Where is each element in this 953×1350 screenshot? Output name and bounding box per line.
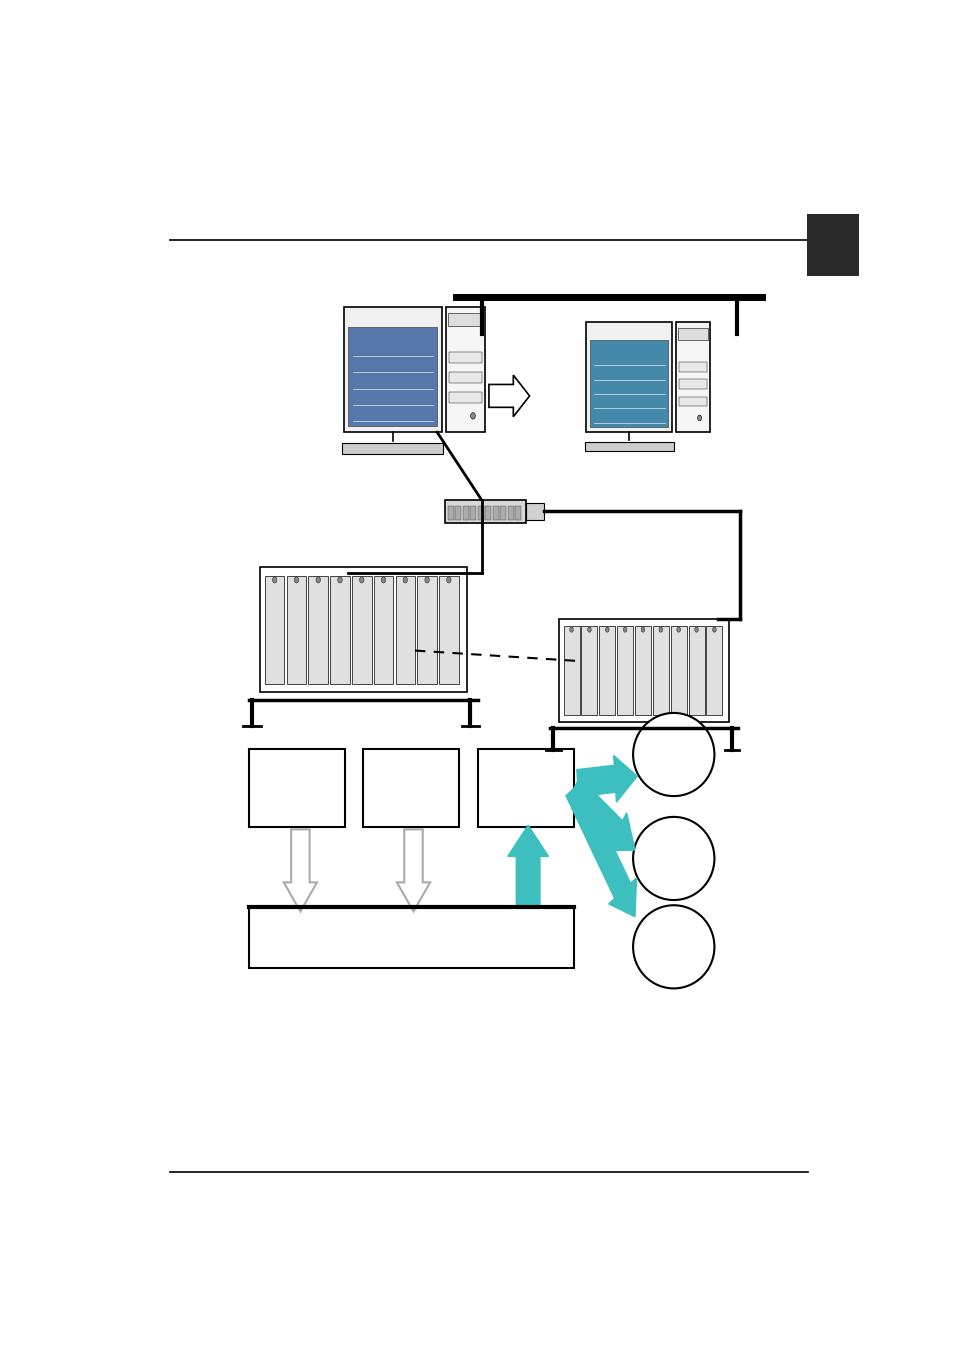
Bar (507, 506, 514, 520)
Bar (449, 373, 481, 383)
Bar (308, 575, 328, 684)
Bar (374, 575, 393, 684)
Bar (558, 620, 728, 722)
Bar (678, 328, 707, 339)
Bar (515, 506, 521, 520)
FancyArrow shape (577, 756, 637, 802)
Ellipse shape (381, 576, 385, 583)
Ellipse shape (569, 626, 573, 632)
Bar (363, 749, 459, 828)
Bar (462, 506, 468, 520)
Ellipse shape (587, 626, 591, 632)
Bar (580, 626, 597, 716)
Bar (249, 907, 574, 968)
Bar (470, 506, 476, 520)
Bar (678, 379, 706, 389)
Bar (688, 626, 704, 716)
Bar (330, 575, 350, 684)
Bar (584, 441, 673, 451)
Ellipse shape (659, 626, 662, 632)
Bar (617, 626, 633, 716)
Ellipse shape (633, 713, 714, 796)
Ellipse shape (622, 626, 626, 632)
Ellipse shape (403, 576, 407, 583)
Bar (635, 626, 650, 716)
Bar (455, 506, 460, 520)
Bar (806, 215, 858, 277)
FancyArrow shape (283, 829, 316, 911)
Bar (598, 626, 615, 716)
Bar (445, 306, 484, 432)
Ellipse shape (337, 576, 342, 583)
Bar (652, 626, 668, 716)
Ellipse shape (470, 413, 475, 418)
Bar (477, 506, 483, 520)
Ellipse shape (359, 576, 364, 583)
Ellipse shape (694, 626, 698, 632)
Bar (259, 567, 466, 693)
Bar (705, 626, 721, 716)
FancyArrow shape (488, 375, 529, 417)
Bar (395, 575, 415, 684)
Bar (449, 352, 481, 363)
Bar (286, 575, 306, 684)
Ellipse shape (712, 626, 716, 632)
Ellipse shape (640, 626, 644, 632)
Ellipse shape (605, 626, 608, 632)
FancyArrow shape (396, 829, 430, 911)
Bar (670, 626, 686, 716)
Bar (342, 443, 443, 454)
Bar (265, 575, 284, 684)
Bar (416, 575, 436, 684)
Bar (675, 323, 709, 432)
Bar (343, 306, 441, 432)
Bar (448, 313, 482, 327)
Bar (444, 500, 525, 522)
Bar (438, 575, 458, 684)
Ellipse shape (633, 906, 714, 988)
Ellipse shape (446, 576, 451, 583)
FancyArrow shape (568, 778, 635, 850)
Bar (485, 506, 491, 520)
Ellipse shape (424, 576, 429, 583)
Bar (348, 328, 436, 425)
Ellipse shape (294, 576, 298, 583)
Bar (563, 626, 579, 716)
FancyArrow shape (565, 780, 636, 917)
Bar (678, 397, 706, 406)
Bar (477, 749, 574, 828)
Ellipse shape (315, 576, 320, 583)
Bar (590, 340, 668, 427)
Ellipse shape (676, 626, 679, 632)
Bar (352, 575, 371, 684)
FancyArrow shape (507, 825, 548, 907)
Ellipse shape (633, 817, 714, 900)
Bar (449, 392, 481, 402)
Bar (447, 506, 453, 520)
Bar (249, 749, 344, 828)
Bar (493, 506, 498, 520)
Bar (678, 362, 706, 371)
Bar (525, 504, 544, 520)
Bar (499, 506, 506, 520)
Bar (586, 323, 672, 432)
Ellipse shape (273, 576, 276, 583)
Ellipse shape (697, 414, 701, 421)
